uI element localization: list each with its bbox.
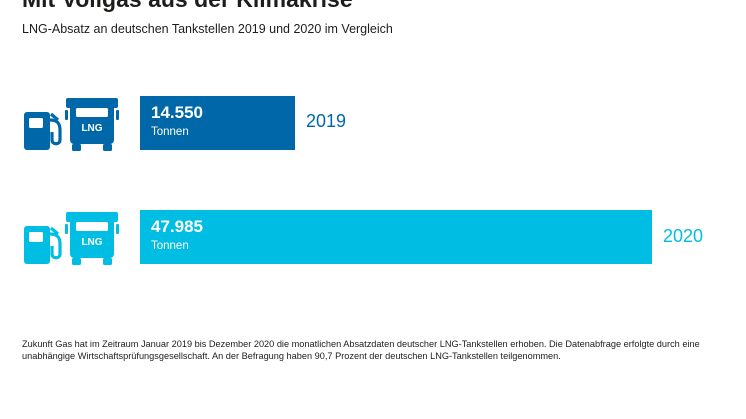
chart-subtitle: LNG-Absatz an deutschen Tankstellen 2019… [22,22,393,36]
chart-title: Mit Vollgas aus der Klimakrise [22,0,353,13]
icon-group-2019: LNG [22,96,122,152]
year-label-2020: 2020 [663,226,704,246]
bar-value-2020: 47.985 [151,217,203,236]
bar-unit-2020: Tonnen [151,240,189,252]
fuel-pump-icon [24,112,62,150]
footnote: Zukunft Gas hat im Zeitraum Januar 2019 … [22,339,700,361]
bar-value-2019: 14.550 [151,103,203,122]
bus-icon-label: LNG [81,123,102,134]
corner-logo-fragment [706,415,720,419]
icon-group-2020: LNG [22,210,122,266]
bar-unit-2019: Tonnen [151,126,189,138]
bar-2019: 14.550 Tonnen [140,96,295,150]
year-label-2019: 2019 [306,111,347,131]
bus-icon: LNG [65,98,119,151]
bar-2020: 47.985 Tonnen [140,210,652,264]
fuel-pump-icon [24,226,62,264]
bus-icon-label: LNG [81,237,102,248]
bus-icon: LNG [65,212,119,265]
